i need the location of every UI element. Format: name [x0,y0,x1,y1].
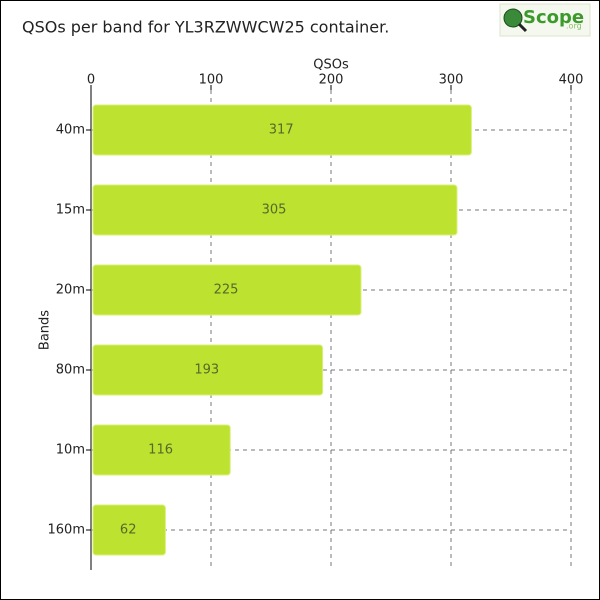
logo-text: Scope [523,7,584,28]
x-tick-label: 400 [559,73,584,88]
logo-suffix: .org [566,22,582,31]
y-tick-label: 15m [56,203,85,218]
bar [92,504,166,556]
value-label: 225 [214,283,239,298]
bar [92,424,231,476]
bar [92,104,472,156]
x-tick-label: 200 [319,73,344,88]
x-axis-label: QSOs [313,58,349,73]
x-tick-label: 0 [87,73,95,88]
value-label: 193 [194,363,219,378]
chart-title: QSOs per band for YL3RZWWCW25 container. [22,18,389,37]
y-axis-label: Bands [38,310,53,350]
bar [92,184,458,236]
bar [92,264,362,316]
value-label: 305 [262,203,287,218]
value-label: 116 [148,443,173,458]
y-tick-label: 40m [56,123,85,138]
x-tick-label: 100 [199,73,224,88]
bar [92,344,324,396]
y-tick-label: 80m [56,363,85,378]
value-label: 317 [269,123,294,138]
y-tick-label: 10m [56,443,85,458]
x-tick-label: 300 [439,73,464,88]
y-tick-label: 20m [56,283,85,298]
y-tick-label: 160m [48,523,85,538]
logo-handle [517,22,528,33]
value-label: 62 [120,523,137,538]
logo-icon [503,8,523,28]
logo: Scope .org [499,3,591,37]
